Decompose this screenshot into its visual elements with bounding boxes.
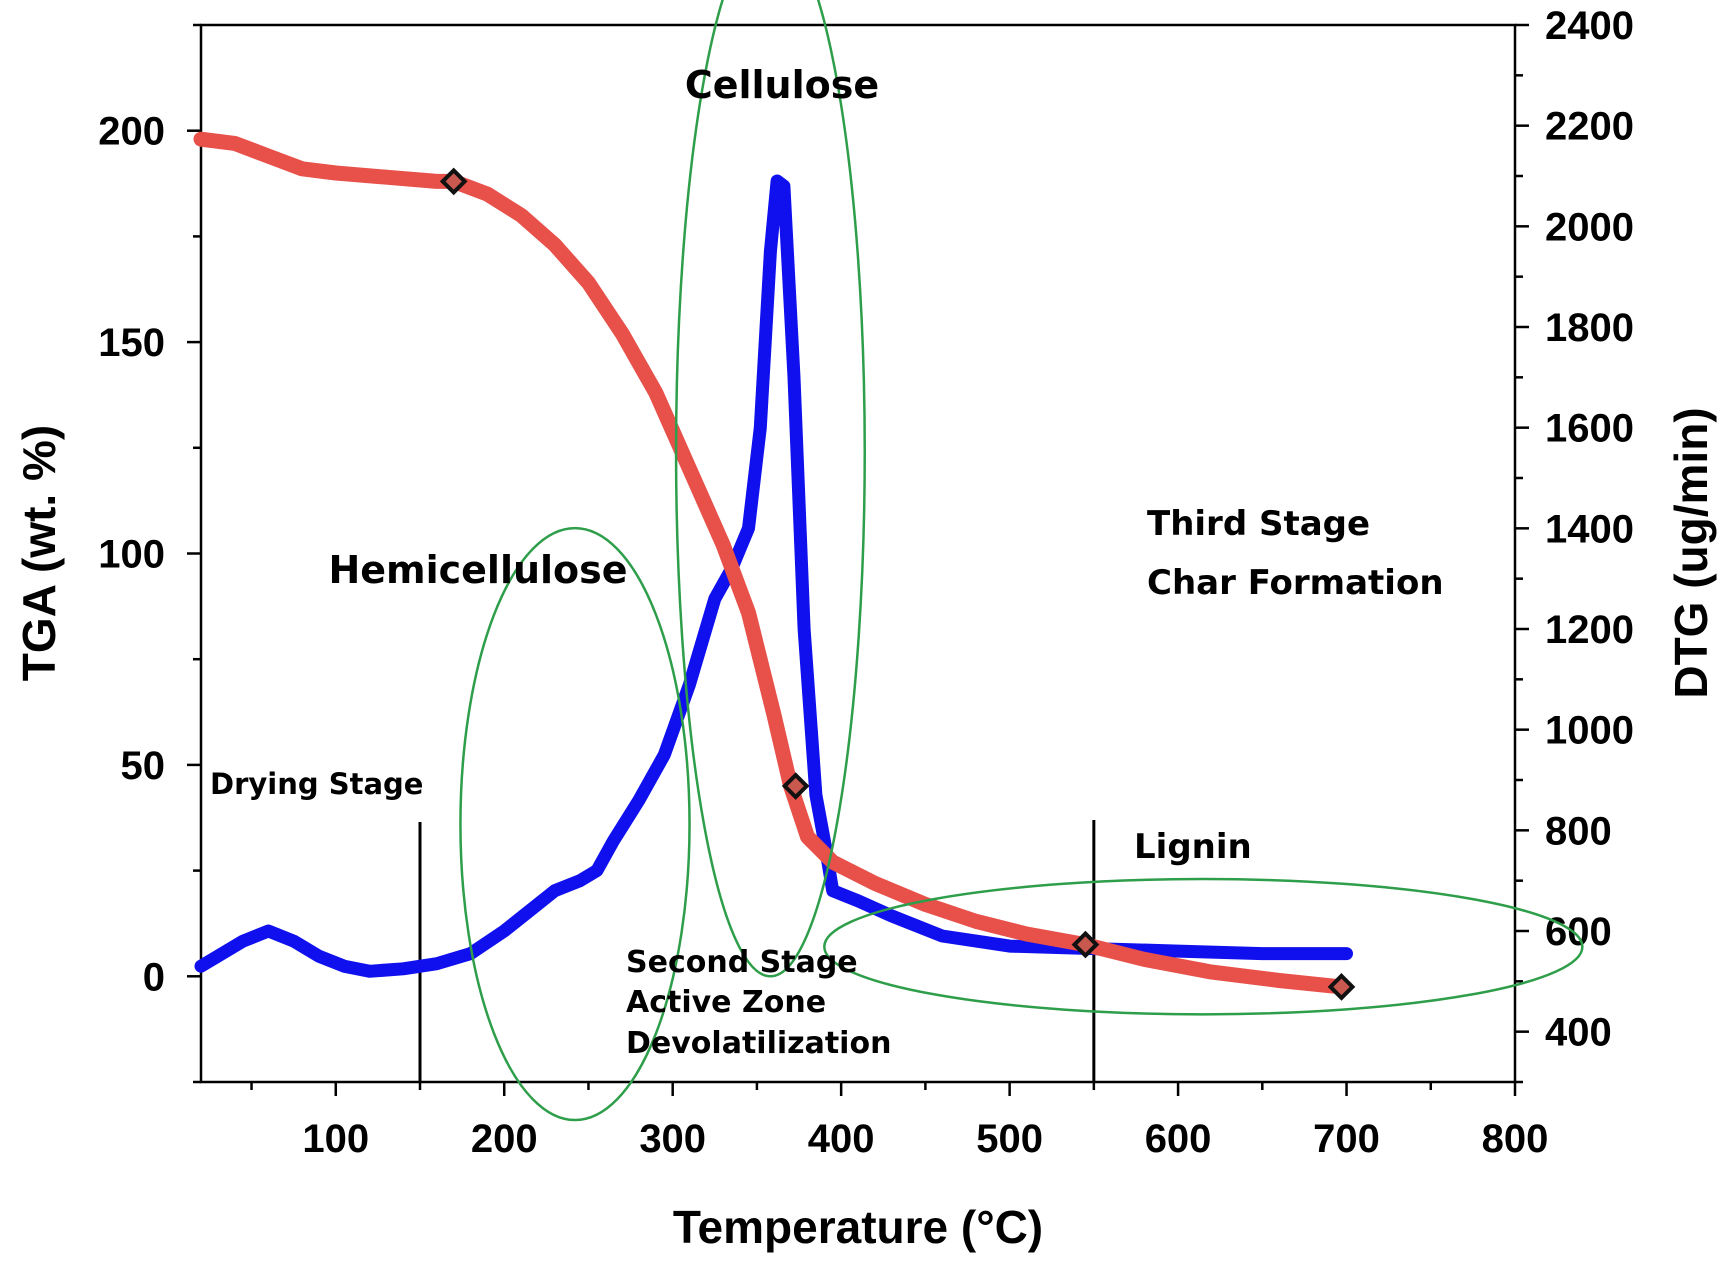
x-tick-label: 200 — [471, 1117, 538, 1161]
annotation-second-stage: Second Stage — [626, 945, 858, 980]
y-left-tick-label: 50 — [121, 744, 166, 788]
annotation-char-formation: Char Formation — [1147, 563, 1444, 603]
y-left-tick-label: 100 — [98, 533, 165, 577]
annotation-third-stage: Third Stage — [1147, 504, 1370, 544]
annotation-drying-stage: Drying Stage — [210, 767, 423, 801]
x-tick-label: 800 — [1482, 1117, 1549, 1161]
y-right-tick-label: 1400 — [1545, 507, 1634, 551]
x-tick-label: 700 — [1313, 1117, 1380, 1161]
tga-series-line — [193, 131, 1349, 995]
y-right-tick-label: 1200 — [1545, 608, 1634, 652]
dtg-series-line — [194, 174, 1353, 978]
tga-marker — [1327, 973, 1356, 1001]
x-tick-label: 400 — [808, 1117, 875, 1161]
tga-marker — [1071, 930, 1100, 959]
annotation-devolatilization: Devolatilization — [626, 1026, 891, 1061]
tga-markers — [439, 167, 1356, 1001]
y-right-axis-title: DTG (ug/min) — [1665, 407, 1717, 698]
x-axis-title: Temperature (°C) — [673, 1201, 1043, 1253]
lignin-ellipse — [823, 877, 1584, 1016]
tick-labels: 100 200 300 400 500 600 700 800 0 50 100 150 200 400 6… — [98, 4, 1634, 1161]
y-right-tick-label: 2200 — [1545, 105, 1634, 149]
y-left-tick-label: 0 — [143, 955, 165, 999]
tga-marker — [781, 772, 810, 800]
x-tick-label: 100 — [302, 1117, 369, 1161]
series-layer — [193, 131, 1353, 995]
y-left-tick-label: 200 — [98, 110, 165, 154]
y-right-tick-label: 2400 — [1545, 4, 1634, 48]
y-right-tick-label: 800 — [1545, 809, 1612, 853]
hemicellulose-ellipse — [459, 526, 691, 1122]
y-right-tick-label: 2000 — [1545, 205, 1634, 249]
y-right-tick-label: 600 — [1545, 910, 1612, 954]
highlight-ellipses — [459, 0, 1584, 1122]
tga-marker — [439, 167, 468, 196]
annotation-active-zone: Active Zone — [626, 985, 826, 1020]
x-tick-label: 300 — [639, 1117, 706, 1161]
y-left-axis-title: TGA (wt. %) — [13, 425, 65, 681]
x-tick-label: 500 — [976, 1117, 1043, 1161]
annotation-hemicellulose: Hemicellulose — [328, 548, 627, 592]
y-left-tick-label: 150 — [98, 321, 165, 365]
y-right-tick-label: 1800 — [1545, 306, 1634, 350]
y-right-tick-label: 400 — [1545, 1011, 1612, 1055]
annotation-cellulose: Cellulose — [685, 63, 879, 107]
y-right-tick-label: 1000 — [1545, 709, 1634, 753]
cellulose-ellipse — [674, 0, 866, 978]
x-tick-label: 600 — [1145, 1117, 1212, 1161]
ticks — [187, 23, 1529, 1096]
y-right-tick-label: 1600 — [1545, 407, 1634, 451]
annotation-lignin: Lignin — [1134, 827, 1252, 867]
